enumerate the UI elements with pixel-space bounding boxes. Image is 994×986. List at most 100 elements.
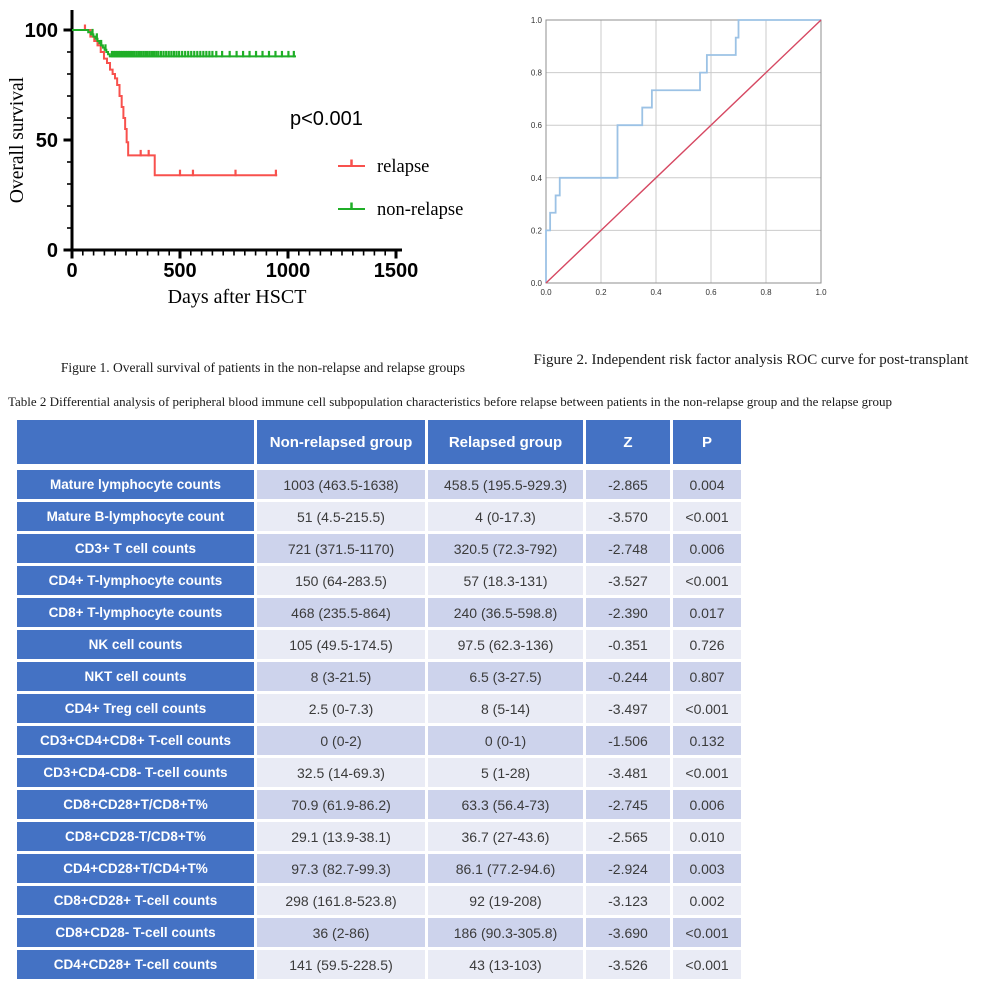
roc-y-tick-label: 0.2 xyxy=(531,226,543,235)
p-value-cell: <0.001 xyxy=(673,758,741,787)
relapsed-value-cell: 5 (1-28) xyxy=(428,758,583,787)
relapsed-value-cell: 8 (5-14) xyxy=(428,694,583,723)
relapsed-value-cell: 57 (18.3-131) xyxy=(428,566,583,595)
roc-y-tick-label: 0.4 xyxy=(531,174,543,183)
relapsed-value-cell: 97.5 (62.3-136) xyxy=(428,630,583,659)
roc-line xyxy=(545,19,821,283)
table-body: Mature lymphocyte counts 1003 (463.5-163… xyxy=(17,470,741,979)
figure2-caption: Figure 2. Independent risk factor analys… xyxy=(533,352,969,368)
row-label-cell: NKT cell counts xyxy=(17,662,254,691)
non-relapsed-value-cell: 97.3 (82.7-99.3) xyxy=(257,854,425,883)
non-relapsed-value-cell: 32.5 (14-69.3) xyxy=(257,758,425,787)
row-label-cell: CD8+ T-lymphocyte counts xyxy=(17,598,254,627)
z-value-cell: -3.570 xyxy=(586,502,670,531)
z-value-cell: -2.745 xyxy=(586,790,670,819)
relapsed-value-cell: 6.5 (3-27.5) xyxy=(428,662,583,691)
table-row: CD4+CD28+T/CD4+T% 97.3 (82.7-99.3) 86.1 … xyxy=(17,854,741,883)
relapsed-value-cell: 240 (36.5-598.8) xyxy=(428,598,583,627)
legend-label-non-relapse: non-relapse xyxy=(377,200,463,220)
p-value-cell: <0.001 xyxy=(673,566,741,595)
header-empty-cell xyxy=(17,420,254,464)
table-row: CD8+CD28- T-cell counts 36 (2-86) 186 (9… xyxy=(17,918,741,947)
relapsed-value-cell: 320.5 (72.3-792) xyxy=(428,534,583,563)
table-row: CD4+ Treg cell counts 2.5 (0-7.3) 8 (5-1… xyxy=(17,694,741,723)
non-relapsed-value-cell: 70.9 (61.9-86.2) xyxy=(257,790,425,819)
table2: Non-relapsed group Relapsed group Z P Ma… xyxy=(17,420,741,982)
z-value-cell: -2.390 xyxy=(586,598,670,627)
y-tick-label: 50 xyxy=(36,130,58,152)
row-label-cell: CD3+CD4-CD8- T-cell counts xyxy=(17,758,254,787)
non-relapsed-value-cell: 29.1 (13.9-38.1) xyxy=(257,822,425,851)
table-row: Mature B-lymphocyte count 51 (4.5-215.5)… xyxy=(17,502,741,531)
relapsed-value-cell: 0 (0-1) xyxy=(428,726,583,755)
y-axis-title: Overall survival xyxy=(8,76,28,203)
plot-frame xyxy=(545,19,822,284)
z-value-cell: -3.497 xyxy=(586,694,670,723)
roc-x-tick-label: 0.2 xyxy=(595,288,607,297)
roc-y-tick-label: 1.0 xyxy=(531,16,543,25)
z-value-cell: -3.123 xyxy=(586,886,670,915)
roc-y-tick-label: 0.0 xyxy=(531,279,543,288)
row-label-cell: CD4+CD28+T/CD4+T% xyxy=(17,854,254,883)
km-survival-figure: 0 50 100 0 500 1000 1500 Overall survival Days a… xyxy=(7,4,478,316)
z-value-cell: -3.481 xyxy=(586,758,670,787)
table-row: NKT cell counts 8 (3-21.5) 6.5 (3-27.5) … xyxy=(17,662,741,691)
row-label-cell: CD8+CD28+T/CD8+T% xyxy=(17,790,254,819)
x-tick-label: 1000 xyxy=(266,260,311,282)
x-tick-label: 500 xyxy=(163,260,196,282)
row-label-cell: CD3+CD4+CD8+ T-cell counts xyxy=(17,726,254,755)
relapsed-value-cell: 186 (90.3-305.8) xyxy=(428,918,583,947)
non-relapsed-value-cell: 0 (0-2) xyxy=(257,726,425,755)
z-value-cell: -2.924 xyxy=(586,854,670,883)
table-row: Mature lymphocyte counts 1003 (463.5-163… xyxy=(17,470,741,499)
roc-y-tick-label: 0.8 xyxy=(531,69,543,78)
table-row: CD8+ T-lymphocyte counts 468 (235.5-864)… xyxy=(17,598,741,627)
table-row: CD3+CD4+CD8+ T-cell counts 0 (0-2) 0 (0-… xyxy=(17,726,741,755)
roc-chart: 0.0 0.2 0.4 0.6 0.8 1.0 0.0 0.2 0.4 0.6 0.8 1.0 xyxy=(531,16,827,297)
relapsed-value-cell: 43 (13-103) xyxy=(428,950,583,979)
z-value-cell: -3.690 xyxy=(586,918,670,947)
relapsed-value-cell: 63.3 (56.4-73) xyxy=(428,790,583,819)
z-value-cell: -1.506 xyxy=(586,726,670,755)
p-value-cell: 0.004 xyxy=(673,470,741,499)
roc-figure: 0.0 0.2 0.4 0.6 0.8 1.0 0.0 0.2 0.4 0.6 0.8 1.0 xyxy=(512,0,852,300)
table-row: CD3+ T cell counts 721 (371.5-1170) 320.… xyxy=(17,534,741,563)
row-label-cell: Mature lymphocyte counts xyxy=(17,470,254,499)
p-value-cell: 0.010 xyxy=(673,822,741,851)
x-tick-label: 0 xyxy=(66,260,77,282)
row-label-cell: CD4+ Treg cell counts xyxy=(17,694,254,723)
row-label-cell: CD4+CD28+ T-cell counts xyxy=(17,950,254,979)
y-tick-label: 100 xyxy=(25,20,58,42)
roc-x-tick-label: 0.8 xyxy=(760,288,772,297)
relapsed-value-cell: 36.7 (27-43.6) xyxy=(428,822,583,851)
p-value-cell: 0.807 xyxy=(673,662,741,691)
non-relapsed-value-cell: 2.5 (0-7.3) xyxy=(257,694,425,723)
roc-x-tick-label: 0.0 xyxy=(540,288,552,297)
x-tick-label: 1500 xyxy=(374,260,419,282)
table-row: CD4+ T-lymphocyte counts 150 (64-283.5) … xyxy=(17,566,741,595)
p-value-cell: <0.001 xyxy=(673,950,741,979)
roc-x-tick-label: 0.4 xyxy=(650,288,662,297)
row-label-cell: CD3+ T cell counts xyxy=(17,534,254,563)
x-axis-title: Days after HSCT xyxy=(168,286,307,308)
non-relapsed-value-cell: 1003 (463.5-1638) xyxy=(257,470,425,499)
non-relapsed-value-cell: 8 (3-21.5) xyxy=(257,662,425,691)
p-value-cell: 0.017 xyxy=(673,598,741,627)
header-non-relapsed: Non-relapsed group xyxy=(257,420,425,464)
p-value-annotation: p<0.001 xyxy=(290,108,363,130)
relapse-curve xyxy=(72,29,278,177)
p-value-cell: 0.002 xyxy=(673,886,741,915)
table-row: CD8+CD28+ T-cell counts 298 (161.8-523.8… xyxy=(17,886,741,915)
roc-x-tick-label: 0.6 xyxy=(705,288,717,297)
table-row: NK cell counts 105 (49.5-174.5) 97.5 (62… xyxy=(17,630,741,659)
z-value-cell: -0.244 xyxy=(586,662,670,691)
p-value-cell: <0.001 xyxy=(673,694,741,723)
table-row: CD4+CD28+ T-cell counts 141 (59.5-228.5)… xyxy=(17,950,741,979)
p-value-cell: <0.001 xyxy=(673,502,741,531)
row-label-cell: CD8+CD28- T-cell counts xyxy=(17,918,254,947)
row-label-cell: CD4+ T-lymphocyte counts xyxy=(17,566,254,595)
non-relapsed-value-cell: 105 (49.5-174.5) xyxy=(257,630,425,659)
z-value-cell: -2.748 xyxy=(586,534,670,563)
